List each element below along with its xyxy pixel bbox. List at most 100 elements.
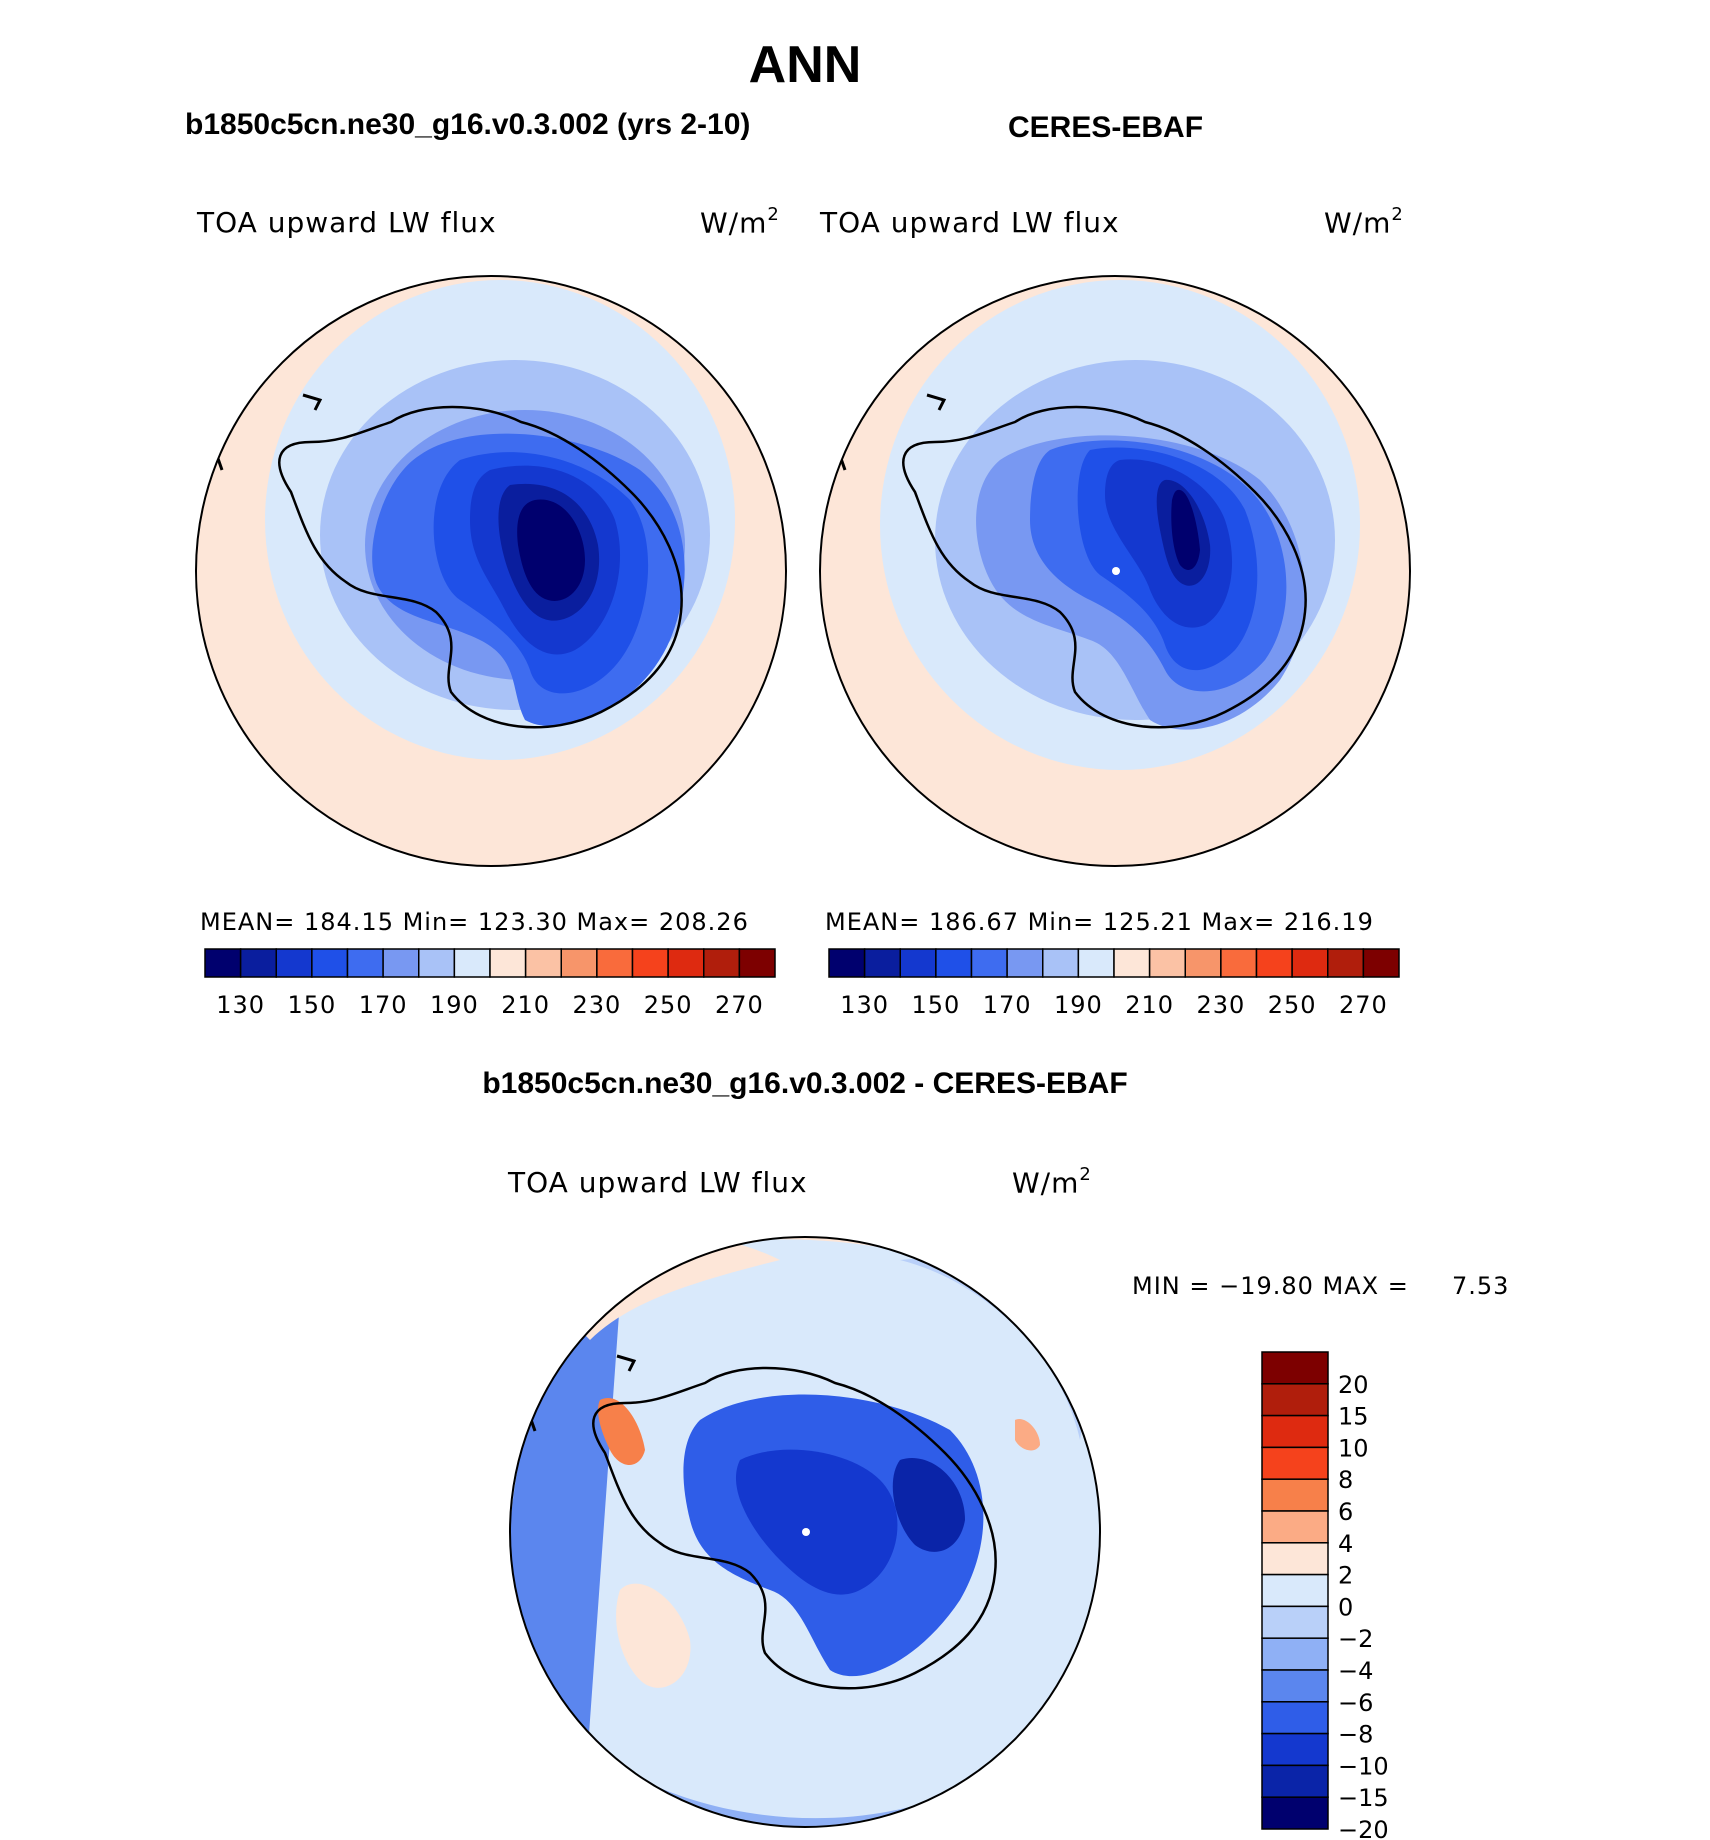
obs-panel-title: CERES-EBAF bbox=[1008, 111, 1204, 144]
model-colorbar-box bbox=[596, 948, 634, 978]
model-colorbar-box bbox=[311, 948, 349, 978]
obs-colorbar-tick-label: 130 bbox=[840, 991, 889, 1019]
diff-colorbar-tick-label: 0 bbox=[1338, 1593, 1353, 1621]
diff-colorbar-tick-label: 4 bbox=[1338, 1530, 1353, 1558]
obs-colorbar: 130 150 170 190 210 230 250 270 bbox=[828, 948, 1400, 1019]
model-panel-title: b1850c5cn.ne30_g16.v0.3.002 (yrs 2-10) bbox=[185, 108, 751, 141]
diff-pole-marker bbox=[802, 1528, 810, 1536]
diff-colorbar-box bbox=[1261, 1701, 1329, 1735]
diff-colorbar-box bbox=[1261, 1732, 1329, 1767]
diff-map-border bbox=[509, 1236, 1101, 1828]
obs-colorbar-tick-label: 270 bbox=[1339, 991, 1388, 1019]
model-colorbar-tick-label: 250 bbox=[644, 991, 693, 1019]
diff-colorbar-box bbox=[1261, 1351, 1329, 1385]
obs-colorbar-box bbox=[1184, 948, 1222, 978]
model-colorbar-tick-label: 270 bbox=[715, 991, 764, 1019]
model-colorbar-tick-label: 230 bbox=[572, 991, 621, 1019]
obs-colorbar-tick-label: 250 bbox=[1268, 991, 1317, 1019]
diff-map-west-band bbox=[510, 1300, 620, 1827]
diff-colorbar-tick-label: −8 bbox=[1338, 1721, 1373, 1749]
diff-stats: MIN = −19.80 MAX = 7.53 bbox=[1132, 1272, 1510, 1300]
model-colorbar-box bbox=[489, 948, 527, 978]
diff-colorbar-tick-label: 20 bbox=[1338, 1371, 1369, 1399]
model-stats: MEAN= 184.15 Min= 123.30 Max= 208.26 bbox=[200, 908, 749, 936]
diff-colorbar-box bbox=[1261, 1669, 1329, 1703]
obs-stats: MEAN= 186.67 Min= 125.21 Max= 216.19 bbox=[825, 908, 1374, 936]
model-colorbar-box bbox=[738, 948, 776, 978]
model-colorbar: 130 150 170 190 210 230 250 270 bbox=[204, 948, 776, 1019]
diff-map-antarctic-core bbox=[735, 1449, 898, 1595]
obs-map bbox=[820, 276, 1410, 866]
obs-colorbar-box bbox=[1077, 948, 1115, 978]
diff-island-outline bbox=[616, 1354, 637, 1372]
diff-map bbox=[510, 1237, 1100, 1827]
obs-colorbar-box bbox=[828, 948, 866, 978]
diff-colorbar-box bbox=[1261, 1796, 1329, 1830]
diff-colorbar-box bbox=[1261, 1478, 1329, 1512]
obs-colorbar-box bbox=[1042, 948, 1080, 978]
model-map-level-130 bbox=[517, 499, 585, 601]
diff-colorbar-tick-label: −2 bbox=[1338, 1625, 1373, 1653]
diff-colorbar-box bbox=[1261, 1637, 1329, 1671]
model-colorbar-tick-label: 190 bbox=[430, 991, 479, 1019]
model-variable-label: TOA upward LW flux bbox=[197, 206, 497, 239]
model-colorbar-box bbox=[275, 948, 313, 978]
obs-colorbar-tick-label: 190 bbox=[1054, 991, 1103, 1019]
diff-colorbar-tick-label: 10 bbox=[1338, 1434, 1369, 1462]
obs-colorbar-tick-label: 170 bbox=[983, 991, 1032, 1019]
model-colorbar-box bbox=[560, 948, 598, 978]
diff-colorbar-box bbox=[1261, 1446, 1329, 1480]
obs-colorbar-box bbox=[1327, 948, 1365, 978]
model-island-outline bbox=[302, 393, 323, 411]
diff-colorbar-box bbox=[1261, 1573, 1329, 1608]
obs-colorbar-box bbox=[863, 948, 901, 978]
diff-colorbar-box bbox=[1261, 1383, 1329, 1417]
obs-colorbar-tick-label: 210 bbox=[1125, 991, 1174, 1019]
diff-colorbar-tick-label: 15 bbox=[1338, 1403, 1369, 1431]
model-colorbar-box bbox=[667, 948, 705, 978]
diff-colorbar-box bbox=[1261, 1542, 1329, 1576]
model-map bbox=[196, 276, 786, 866]
model-units-label: W/m2 bbox=[700, 204, 780, 240]
obs-map-border bbox=[819, 275, 1411, 867]
diff-colorbar-tick-label: −20 bbox=[1338, 1816, 1389, 1840]
model-colorbar-box bbox=[453, 948, 491, 978]
model-colorbar-box bbox=[418, 948, 456, 978]
model-colorbar-box bbox=[382, 948, 420, 978]
obs-colorbar-box bbox=[1006, 948, 1044, 978]
diff-map-southwest-warm bbox=[616, 1583, 691, 1688]
diff-map-east-warm-spot bbox=[1015, 1419, 1040, 1451]
obs-colorbar-box bbox=[970, 948, 1008, 978]
obs-colorbar-box bbox=[1362, 948, 1400, 978]
model-colorbar-tick-label: 170 bbox=[359, 991, 408, 1019]
obs-colorbar-box bbox=[1113, 948, 1151, 978]
diff-colorbar-tick-label: 6 bbox=[1338, 1498, 1353, 1526]
obs-units-label: W/m2 bbox=[1324, 204, 1404, 240]
model-colorbar-box bbox=[204, 948, 242, 978]
diff-units-label: W/m2 bbox=[1012, 1164, 1092, 1200]
diff-colorbar-tick-label: 8 bbox=[1338, 1466, 1353, 1494]
model-colorbar-box bbox=[239, 948, 277, 978]
model-colorbar-tick-label: 210 bbox=[501, 991, 550, 1019]
obs-colorbar-box bbox=[899, 948, 937, 978]
diff-colorbar-box bbox=[1261, 1605, 1329, 1639]
diff-panel-title: b1850c5cn.ne30_g16.v0.3.002 - CERES-EBAF bbox=[482, 1067, 1128, 1100]
model-colorbar-box bbox=[631, 948, 669, 978]
model-map-border bbox=[195, 275, 787, 867]
diff-colorbar-box bbox=[1261, 1510, 1329, 1544]
obs-colorbar-box bbox=[1148, 948, 1186, 978]
obs-colorbar-tick-label: 230 bbox=[1196, 991, 1245, 1019]
model-colorbar-box bbox=[703, 948, 741, 978]
model-colorbar-tick-label: 150 bbox=[287, 991, 336, 1019]
diff-colorbar-box bbox=[1261, 1414, 1329, 1449]
model-colorbar-tick-label: 130 bbox=[216, 991, 265, 1019]
diff-colorbar-tick-label: −4 bbox=[1338, 1657, 1373, 1685]
diff-colorbar-tick-label: 2 bbox=[1338, 1562, 1353, 1590]
obs-map-level-130 bbox=[1171, 489, 1200, 570]
obs-colorbar-box bbox=[1255, 948, 1293, 978]
diff-map-peninsula-hotspot bbox=[598, 1398, 645, 1465]
diff-colorbar-tick-label: −6 bbox=[1338, 1689, 1373, 1717]
diff-colorbar-tick-label: −15 bbox=[1338, 1784, 1389, 1812]
